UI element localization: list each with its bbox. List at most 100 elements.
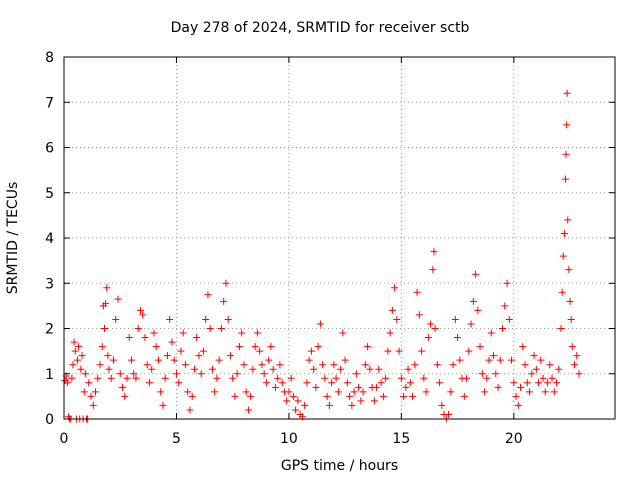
data-point <box>505 315 513 323</box>
data-point <box>310 365 318 373</box>
data-point <box>136 306 144 314</box>
data-point <box>63 379 71 387</box>
data-point <box>550 388 558 396</box>
data-point <box>114 295 122 303</box>
data-point <box>109 356 117 364</box>
data-point <box>382 374 390 382</box>
data-point <box>467 320 475 328</box>
data-point <box>375 365 383 373</box>
data-point <box>85 379 93 387</box>
data-point <box>104 352 112 360</box>
data-point <box>294 397 302 405</box>
x-axis-label: GPS time / hours <box>281 458 398 474</box>
data-point <box>501 302 509 310</box>
data-point <box>208 365 216 373</box>
data-point <box>517 383 525 391</box>
data-point <box>269 365 277 373</box>
data-point <box>526 388 534 396</box>
data-point <box>377 379 385 387</box>
data-point <box>433 361 441 369</box>
data-point <box>490 352 498 360</box>
data-point <box>323 392 331 400</box>
data-point <box>75 343 83 351</box>
data-point <box>388 306 396 314</box>
data-point <box>283 397 291 405</box>
grid-lines <box>64 57 615 419</box>
data-point <box>161 374 169 382</box>
data-point <box>573 352 581 360</box>
data-point <box>276 361 284 369</box>
data-point <box>539 374 547 382</box>
data-point <box>103 284 111 292</box>
data-point <box>418 347 426 355</box>
data-point <box>445 410 453 418</box>
data-point <box>393 315 401 323</box>
data-point <box>463 374 471 382</box>
data-point <box>132 374 140 382</box>
data-point <box>69 361 77 369</box>
data-point <box>229 374 237 382</box>
data-point <box>359 388 367 396</box>
data-point <box>186 406 194 414</box>
data-point <box>319 361 327 369</box>
data-point <box>341 356 349 364</box>
data-point <box>436 379 444 387</box>
data-point <box>271 383 279 391</box>
data-point <box>420 374 428 382</box>
x-tick-label: 15 <box>392 431 410 447</box>
y-tick-label: 8 <box>45 50 54 66</box>
data-point <box>454 334 462 342</box>
data-point <box>560 229 568 237</box>
data-point <box>469 297 477 305</box>
data-point <box>364 343 372 351</box>
data-point <box>456 356 464 364</box>
data-point <box>163 352 171 360</box>
data-point <box>224 315 232 323</box>
data-point <box>391 284 399 292</box>
data-point <box>166 315 174 323</box>
data-point <box>384 347 392 355</box>
data-point <box>148 365 156 373</box>
data-point <box>343 379 351 387</box>
data-point <box>494 383 502 391</box>
data-point <box>514 401 522 409</box>
data-point <box>557 325 565 332</box>
data-point <box>143 361 151 369</box>
data-point <box>562 150 570 158</box>
data-point <box>562 175 570 183</box>
y-axis-label: SRMTID / TECUs <box>5 182 21 295</box>
data-point <box>563 121 571 129</box>
data-point <box>91 388 99 396</box>
data-point <box>242 388 250 396</box>
data-point <box>361 361 369 369</box>
data-point <box>121 392 129 400</box>
data-point <box>373 383 381 391</box>
data-point <box>258 361 266 369</box>
data-point <box>553 379 561 387</box>
data-point <box>422 388 430 396</box>
data-point <box>80 388 88 396</box>
data-point <box>287 374 295 382</box>
data-point <box>409 392 417 400</box>
data-point <box>73 356 81 364</box>
data-point <box>530 352 538 360</box>
data-point <box>472 270 480 278</box>
data-point <box>334 388 342 396</box>
data-point <box>77 365 85 373</box>
data-point <box>150 329 158 337</box>
data-point <box>303 379 311 387</box>
data-point <box>528 370 536 378</box>
data-point <box>555 365 563 373</box>
data-point <box>240 361 248 369</box>
data-point <box>181 361 189 369</box>
data-point <box>251 343 259 351</box>
data-point <box>145 379 153 387</box>
data-point <box>98 343 106 351</box>
data-point <box>451 315 459 323</box>
data-point <box>233 370 241 378</box>
data-point <box>370 397 378 405</box>
data-point <box>575 370 583 378</box>
data-point <box>202 315 210 323</box>
data-point <box>564 216 572 224</box>
data-point <box>102 300 110 308</box>
